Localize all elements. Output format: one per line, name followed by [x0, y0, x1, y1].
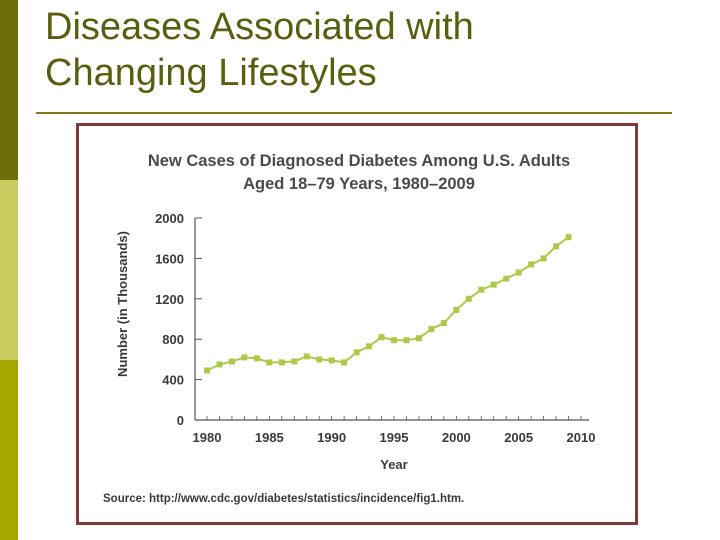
y-tick-label: 2000 [155, 211, 184, 226]
data-point [428, 326, 435, 333]
side-accent-bar-middle [0, 180, 18, 360]
y-tick-label: 1200 [155, 292, 184, 307]
chart-ticks: 0 400 800 1200 1600 2000 1980 1985 1990 1995 2000 2… [155, 211, 595, 445]
data-point [415, 335, 422, 342]
chart-title-line-1: New Cases of Diagnosed Diabetes Among U.… [148, 152, 570, 170]
data-point [565, 234, 572, 241]
chart-frame: New Cases of Diagnosed Diabetes Among U.… [76, 123, 638, 525]
y-tick-label: 400 [162, 373, 184, 388]
data-point [503, 275, 510, 282]
data-point [303, 353, 310, 360]
x-tick-label: 1985 [255, 430, 284, 445]
data-point [465, 295, 472, 302]
data-point [353, 349, 360, 356]
series-line [206, 236, 570, 372]
slide-title: Diseases Associated with Changing Lifest… [45, 4, 685, 96]
x-tick-label: 2010 [567, 430, 596, 445]
data-point [440, 320, 447, 327]
data-point [366, 343, 373, 350]
data-point [241, 354, 248, 361]
title-underline [36, 112, 672, 114]
x-tick-label: 1995 [380, 430, 409, 445]
data-point [540, 255, 547, 262]
y-tick-label: 1600 [155, 251, 184, 266]
data-point [490, 281, 497, 288]
chart-source-note: Source: http://www.cdc.gov/diabetes/stat… [103, 493, 464, 505]
slide-title-line-2: Changing Lifestyles [45, 52, 377, 94]
data-point [478, 286, 485, 293]
chart-axes [194, 218, 589, 421]
x-tick-label: 2005 [504, 430, 533, 445]
data-point [453, 306, 460, 313]
data-point [328, 357, 335, 364]
chart-series [204, 234, 572, 374]
data-point [266, 359, 273, 366]
data-point [228, 358, 235, 365]
x-tick-label: 2000 [442, 430, 471, 445]
data-point [515, 269, 522, 276]
data-point [553, 243, 560, 250]
data-point [403, 337, 410, 344]
data-point [391, 337, 397, 344]
data-point [378, 334, 385, 341]
side-accent-bar-top [0, 0, 18, 180]
y-tick-label: 800 [162, 332, 184, 347]
data-point [204, 367, 210, 374]
y-axis-label: Number (in Thousands) [115, 231, 130, 377]
chart-title-line-2: Aged 18–79 Years, 1980–2009 [243, 175, 475, 193]
x-axis-label: Year [380, 457, 407, 472]
slide-title-line-1: Diseases Associated with [45, 6, 474, 48]
x-tick-label: 1980 [193, 430, 222, 445]
data-point [253, 355, 260, 362]
data-point [341, 359, 348, 366]
data-point [216, 361, 223, 368]
y-tick-label: 0 [177, 413, 184, 428]
data-point [291, 358, 298, 365]
data-point [528, 261, 535, 268]
x-tick-label: 1990 [317, 430, 346, 445]
data-point [278, 359, 285, 366]
data-point [316, 356, 323, 363]
side-accent-bar-bottom [0, 360, 18, 540]
diabetes-line-chart: New Cases of Diagnosed Diabetes Among U.… [103, 152, 595, 505]
